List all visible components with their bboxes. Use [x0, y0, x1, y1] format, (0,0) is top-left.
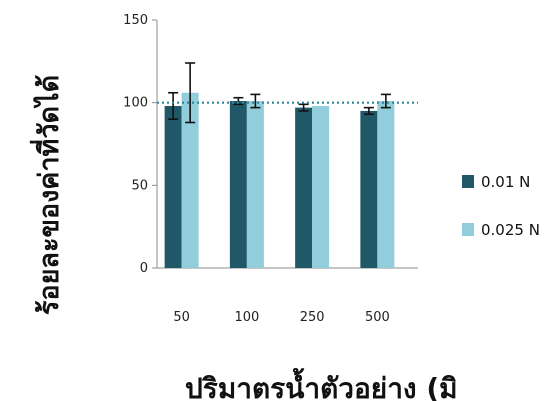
- legend-label: 0.01 N: [481, 173, 530, 191]
- y-tick-label: 0: [140, 261, 148, 276]
- bar: [246, 101, 264, 268]
- x-tick-label: 100: [234, 310, 259, 325]
- y-tick-label: 100: [123, 96, 148, 111]
- y-tick-label: 150: [123, 13, 148, 28]
- bar: [164, 105, 182, 269]
- y-tick-label: 50: [131, 178, 148, 193]
- bar: [229, 101, 247, 268]
- bar: [377, 101, 395, 268]
- legend-swatch: [462, 175, 474, 188]
- bar: [312, 105, 330, 269]
- x-tick-label: 250: [300, 310, 325, 325]
- x-tick-label: 500: [365, 310, 390, 325]
- y-axis-title: ร้อยละของค่าที่วัดได้: [29, 75, 65, 315]
- x-axis-title: ปริมาตรน้ำตัวอย่าง (มิ: [185, 367, 458, 401]
- legend-label: 0.025 N: [481, 221, 540, 239]
- x-tick-label: 50: [173, 310, 190, 325]
- legend-swatch: [462, 223, 474, 236]
- plot-area: 0 50 100 150 50 100 250 500 0.01 N 0.025 N: [123, 13, 540, 325]
- bar: [295, 107, 313, 268]
- bar: [181, 92, 199, 268]
- bar: [360, 110, 378, 268]
